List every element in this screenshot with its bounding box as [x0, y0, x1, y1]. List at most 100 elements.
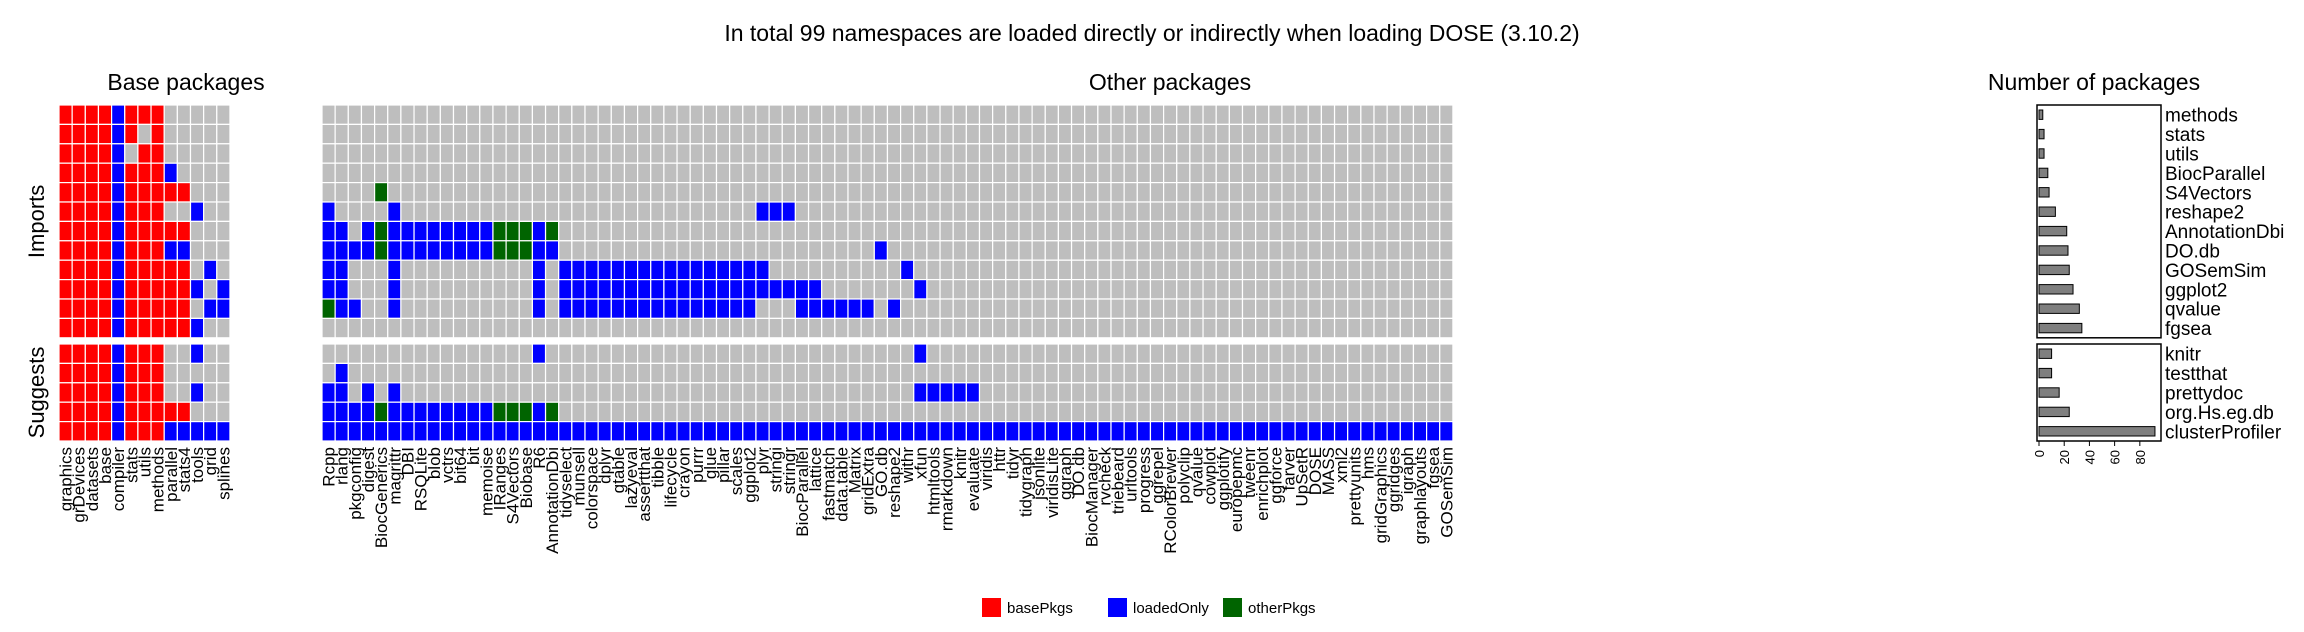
cell-other-prettydoc-viridisLite [1044, 382, 1059, 403]
cell-other-utils-igraph [1399, 143, 1415, 164]
column-label-other-progress: progress [1135, 447, 1154, 513]
cell-base-stats-compiler [110, 123, 126, 145]
cell-other-methods-BiocManager [1084, 104, 1099, 125]
cell-other-clusterProfiler-hms [1360, 421, 1375, 442]
cell-base-utils-graphics [58, 143, 73, 164]
cell-other-S4Vectors-assertthat [636, 182, 652, 203]
row-label-clusterProfiler: clusterProfiler [2165, 422, 2282, 443]
cell-other-ggplot2-progress [1136, 279, 1152, 300]
cell-other-qvalue-assertthat [636, 298, 652, 319]
cell-other-methods-R6 [531, 104, 547, 125]
cell-other-ggplot2-BiocManager [1084, 279, 1099, 300]
cell-other-utils-xml2 [1333, 143, 1349, 164]
cell-other-reshape2-rmarkdown [939, 201, 954, 222]
cell-other-GOSemSim-rmarkdown [939, 259, 954, 281]
cell-other-reshape2-qvalue [1189, 201, 1204, 222]
cell-other-knitr-glue [702, 343, 718, 364]
cell-other-org.Hs.eg.db-memoise [479, 401, 494, 423]
cell-base-qvalue-datasets [84, 298, 100, 319]
cell-other-org.Hs.eg.db-Matrix [847, 401, 862, 423]
cell-other-S4Vectors-scales [729, 182, 744, 203]
cell-other-S4Vectors-pillar [715, 182, 731, 203]
cell-other-utils-reshape2 [886, 143, 902, 164]
cell-other-clusterProfiler-gridExtra [860, 421, 875, 442]
cell-other-S4Vectors-GOSemSim [1439, 182, 1454, 203]
cell-other-DO.db-tidyselect [558, 240, 573, 261]
cell-other-qvalue-igraph [1399, 298, 1415, 319]
cell-other-methods-lattice [807, 104, 823, 125]
cell-other-GOSemSim-DOSE [1307, 259, 1322, 281]
cell-other-BiocParallel-bit64 [452, 162, 468, 184]
cell-other-clusterProfiler-stringi [768, 421, 783, 442]
cell-base-ggplot2-splines [216, 279, 231, 300]
cell-other-stats-gridGraphics [1373, 123, 1388, 145]
cell-other-stats-glue [702, 123, 718, 145]
cell-other-clusterProfiler-plyr [755, 421, 770, 442]
cell-other-BiocParallel-UpSetR [1294, 162, 1309, 184]
cell-other-methods-MASS [1320, 104, 1336, 125]
cell-other-methods-assertthat [636, 104, 652, 125]
cell-other-clusterProfiler-xml2 [1333, 421, 1349, 442]
cell-other-S4Vectors-RColorBrewer [1162, 182, 1178, 203]
cell-other-testthat-cowplot [1202, 362, 1217, 384]
cell-base-qvalue-splines [216, 298, 231, 319]
cell-other-qvalue-htmltools [926, 298, 941, 319]
cell-other-ggplot2-hms [1360, 279, 1375, 300]
cell-other-clusterProfiler-IRanges [492, 421, 507, 442]
cell-other-clusterProfiler-RColorBrewer [1162, 421, 1178, 442]
cell-other-DO.db-ggrepel [1149, 240, 1165, 261]
cell-other-knitr-ggrepel [1149, 343, 1165, 364]
cell-other-AnnotationDbi-ggplot2 [742, 220, 757, 242]
cell-other-AnnotationDbi-RColorBrewer [1162, 220, 1178, 242]
cell-other-ggplot2-DOSE [1307, 279, 1322, 300]
cell-other-S4Vectors-reshape2 [886, 182, 902, 203]
cell-other-S4Vectors-hms [1360, 182, 1375, 203]
cell-base-methods-utils [137, 104, 152, 125]
cell-other-clusterProfiler-magrittr [387, 421, 402, 442]
cell-other-stats-tidyr [1005, 123, 1020, 145]
cell-other-S4Vectors-lifecycle [663, 182, 678, 203]
cell-other-utils-Matrix [847, 143, 862, 164]
cell-other-testthat-vctrs [439, 362, 455, 384]
cell-other-AnnotationDbi-tidyr [1005, 220, 1020, 242]
cell-other-testthat-jsonlite [1031, 362, 1046, 384]
cell-base-S4Vectors-methods [150, 182, 165, 203]
cell-other-prettydoc-ggplot2 [742, 382, 757, 403]
cell-base-stats-methods [150, 123, 165, 145]
cell-other-utils-munsell [571, 143, 586, 164]
cell-other-qvalue-fgsea [1425, 298, 1441, 319]
count-bar-methods [2038, 109, 2044, 120]
cell-base-S4Vectors-stats4 [176, 182, 192, 203]
cell-other-fgsea-stringi [768, 317, 783, 339]
cell-other-knitr-cowplot [1202, 343, 1217, 364]
cell-base-org.Hs.eg.db-methods [150, 401, 165, 423]
cell-base-org.Hs.eg.db-splines [216, 401, 231, 423]
cell-other-testthat-graphlayouts [1412, 362, 1428, 384]
cell-other-org.Hs.eg.db-tidyr [1005, 401, 1020, 423]
column-label-other-ggridges: ggridges [1385, 447, 1404, 512]
cell-other-BiocParallel-GO.db [873, 162, 889, 184]
cell-base-methods-tools [189, 104, 205, 125]
cell-base-AnnotationDbi-parallel [163, 220, 178, 242]
cell-other-qvalue-triebeard [1110, 298, 1125, 319]
cell-other-BiocParallel-stringi [768, 162, 783, 184]
cell-base-qvalue-compiler [110, 298, 126, 319]
count-bars [2036, 104, 2162, 442]
cell-other-testthat-assertthat [636, 362, 652, 384]
cell-other-methods-gtable [610, 104, 626, 125]
cell-base-AnnotationDbi-grDevices [71, 220, 86, 242]
cell-other-utils-UpSetR [1294, 143, 1309, 164]
cell-other-ggplot2-R6 [531, 279, 547, 300]
cell-other-stats-progress [1136, 123, 1152, 145]
cell-base-qvalue-base [97, 298, 113, 319]
cell-other-utils-tidygraph [1018, 143, 1033, 164]
cell-other-prettydoc-lattice [807, 382, 823, 403]
cell-other-knitr-fastmatch [821, 343, 836, 364]
cell-other-DO.db-ggridges [1386, 240, 1401, 261]
cell-other-utils-lattice [807, 143, 823, 164]
column-label-other-urltools: urltools [1122, 447, 1141, 502]
cell-other-qvalue-lazyeval [623, 298, 639, 319]
cell-other-org.Hs.eg.db-farver [1281, 401, 1296, 423]
cell-other-GOSemSim-Matrix [847, 259, 862, 281]
cell-other-S4Vectors-munsell [571, 182, 586, 203]
